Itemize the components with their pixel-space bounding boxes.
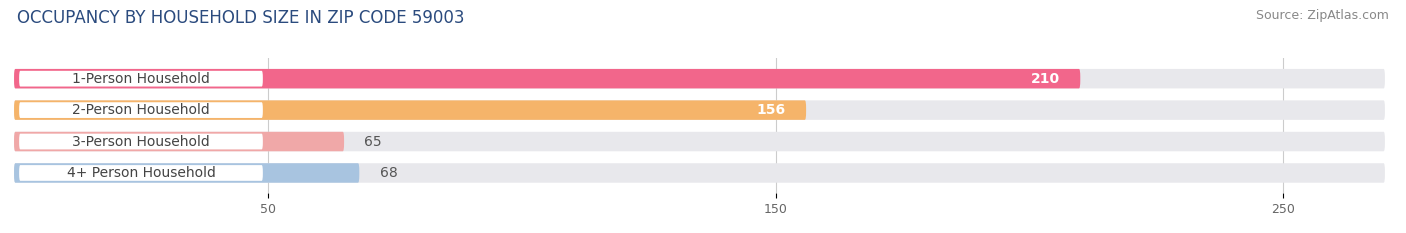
FancyBboxPatch shape <box>14 163 1385 183</box>
Text: 2-Person Household: 2-Person Household <box>72 103 209 117</box>
Text: 68: 68 <box>380 166 398 180</box>
FancyBboxPatch shape <box>20 134 263 149</box>
FancyBboxPatch shape <box>14 100 1385 120</box>
FancyBboxPatch shape <box>14 69 1385 88</box>
FancyBboxPatch shape <box>14 132 344 151</box>
FancyBboxPatch shape <box>14 132 1385 151</box>
Text: OCCUPANCY BY HOUSEHOLD SIZE IN ZIP CODE 59003: OCCUPANCY BY HOUSEHOLD SIZE IN ZIP CODE … <box>17 9 464 27</box>
FancyBboxPatch shape <box>20 71 263 86</box>
Text: 156: 156 <box>756 103 786 117</box>
FancyBboxPatch shape <box>14 69 1080 88</box>
FancyBboxPatch shape <box>14 163 360 183</box>
FancyBboxPatch shape <box>20 165 263 181</box>
Text: Source: ZipAtlas.com: Source: ZipAtlas.com <box>1256 9 1389 22</box>
Text: 1-Person Household: 1-Person Household <box>72 72 209 86</box>
Text: 210: 210 <box>1031 72 1060 86</box>
Text: 4+ Person Household: 4+ Person Household <box>66 166 215 180</box>
FancyBboxPatch shape <box>14 100 806 120</box>
Text: 65: 65 <box>364 134 382 148</box>
FancyBboxPatch shape <box>20 102 263 118</box>
Text: 3-Person Household: 3-Person Household <box>72 134 209 148</box>
